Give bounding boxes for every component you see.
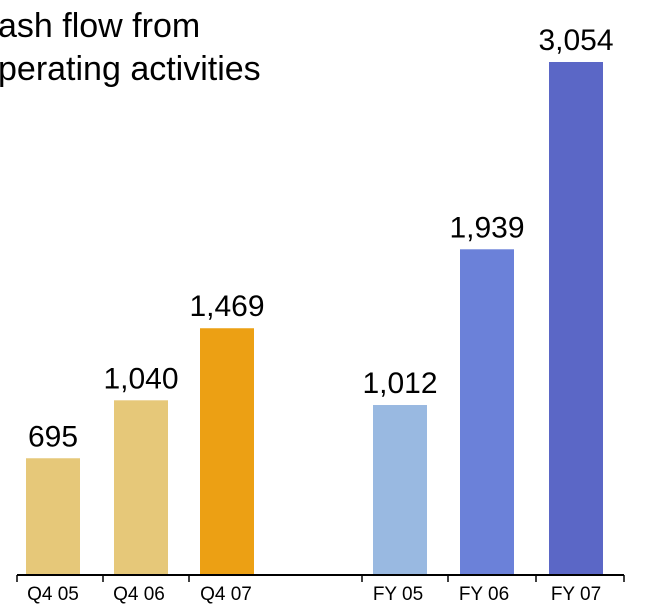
tick-label-q4-07: Q4 07 [200,584,252,605]
chart-title-line-2: perating activities [0,50,261,88]
tick-label-fy-07: FY 07 [551,584,601,605]
data-labels: 695 1,040 1,469 1,012 1,939 3,054 [28,24,614,453]
bar-q4-07 [200,328,254,575]
tick-label-fy-06: FY 06 [459,584,509,605]
bar-fy-05 [373,405,427,575]
bar-fy-07 [549,62,603,575]
value-label-fy-07: 3,054 [538,24,613,57]
value-label-fy-05: 1,012 [362,367,437,400]
tick-label-q4-06: Q4 06 [113,584,165,605]
bar-series [26,62,603,576]
tick-label-fy-05: FY 05 [373,584,423,605]
value-label-q4-06: 1,040 [103,362,178,395]
x-axis-ticks [16,575,625,582]
value-label-q4-07: 1,469 [189,290,264,323]
bar-q4-06 [114,400,168,575]
bar-fy-06 [460,249,514,576]
tick-label-q4-05: Q4 05 [27,584,79,605]
chart-title: ash flow from perating activities [0,7,261,88]
chart-title-line-1: ash flow from [0,7,200,45]
value-label-fy-06: 1,939 [449,211,524,244]
x-axis-tick-labels: Q4 05 Q4 06 Q4 07 FY 05 FY 06 FY 07 [27,584,601,605]
value-label-q4-05: 695 [28,420,78,453]
bar-q4-05 [26,458,80,575]
